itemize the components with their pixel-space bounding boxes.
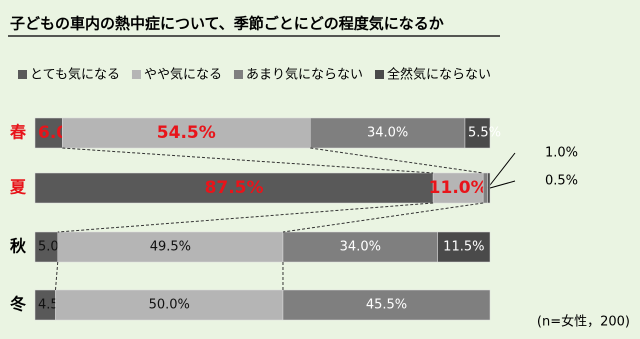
value-label: 87.5%	[205, 178, 264, 198]
bar-segment	[464, 117, 491, 149]
category-label: 秋	[10, 237, 27, 256]
bar-segment	[34, 172, 434, 204]
bar-segment	[437, 231, 491, 263]
connector-line	[54, 261, 59, 291]
category-label: 冬	[10, 295, 26, 314]
legend-label: とても気になる	[30, 67, 120, 83]
bar-segment	[282, 231, 438, 263]
bar-segment	[57, 231, 284, 263]
connector-line	[57, 202, 434, 233]
note: (n=女性，200)	[537, 314, 630, 330]
callout-line	[489, 180, 516, 189]
bar-segment	[482, 172, 488, 204]
connector-line	[62, 147, 434, 174]
value-label: 45.5%	[366, 298, 407, 313]
value-label: 54.5%	[157, 123, 216, 143]
bar-segment	[310, 117, 466, 149]
callout-line	[487, 152, 516, 189]
legend-swatch	[18, 70, 27, 79]
legend-label: あまり気にならない	[246, 67, 363, 83]
legend-label: 全然気にならない	[387, 67, 491, 83]
connector-line	[310, 147, 484, 174]
legend-swatch	[375, 70, 384, 79]
value-label: 1.0%	[545, 146, 578, 161]
value-label: 34.0%	[367, 126, 408, 141]
legend-label: やや気になる	[144, 67, 222, 83]
chart-title: 子どもの車内の熱中症について、季節ごとにどの程度気になるか	[10, 15, 444, 33]
value-label: 49.5%	[150, 240, 191, 255]
bar-segment	[282, 289, 491, 321]
connector-line	[282, 202, 484, 233]
value-label: 50.0%	[149, 298, 190, 313]
legend-swatch	[233, 70, 243, 79]
bar-segment	[487, 172, 491, 204]
value-label: 5.5%	[468, 126, 501, 141]
value-label: 11.5%	[443, 240, 484, 255]
legend-swatch	[131, 70, 141, 79]
category-label: 春	[9, 123, 27, 142]
bar-segment	[432, 172, 484, 204]
value-label: 0.5%	[545, 174, 578, 189]
category-label: 夏	[9, 178, 27, 197]
bar-segment	[55, 289, 284, 321]
value-label: 11.0%	[429, 178, 488, 198]
bar-segment	[62, 117, 311, 149]
value-label: 34.0%	[340, 240, 381, 255]
